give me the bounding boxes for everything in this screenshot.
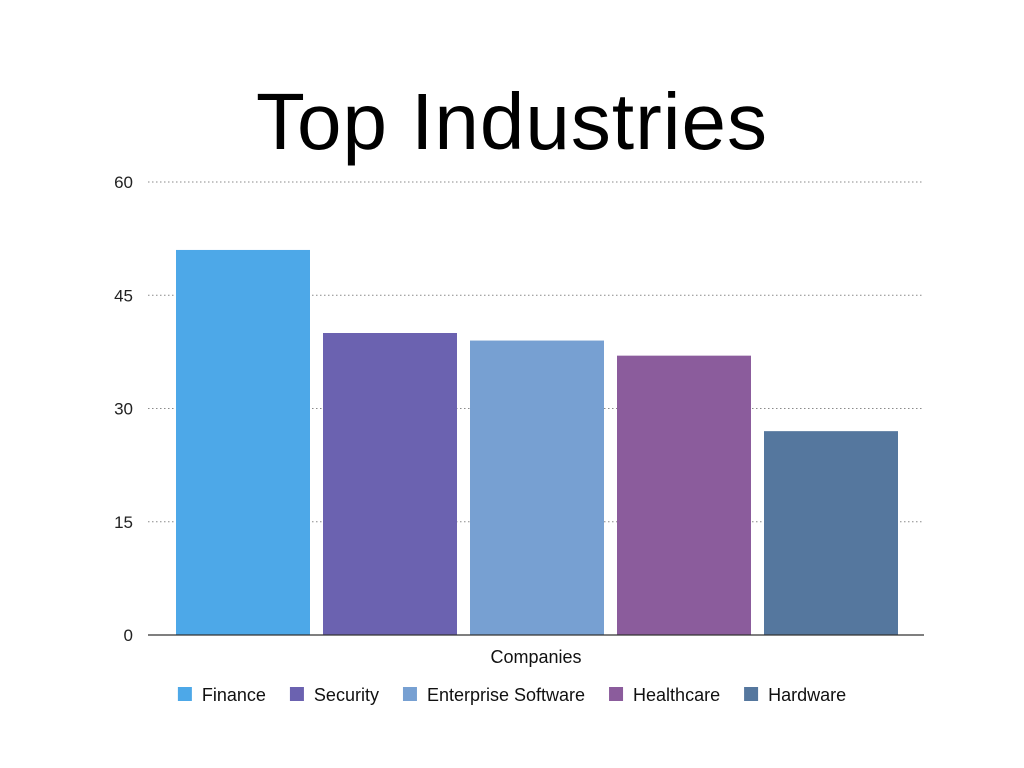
legend-swatch [177,687,192,701]
legend: Finance Security Enterprise Software Health… [177,685,846,705]
legend-swatch [289,687,304,701]
y-tick-label: 30 [114,400,133,419]
y-axis-ticks: 0 15 30 45 60 [114,173,133,645]
bar-enterprise-software [470,340,604,635]
legend-label: Healthcare [633,685,720,705]
legend-swatch [744,687,759,701]
bar-security [323,333,457,635]
y-tick-label: 0 [124,626,133,645]
legend-swatch [609,687,624,701]
bars [176,249,898,635]
chart-title: Top Industries [255,77,769,166]
bar-healthcare [617,355,751,635]
legend-swatch [402,687,417,701]
y-tick-label: 15 [114,513,133,532]
y-tick-label: 60 [114,173,133,192]
legend-label: Security [314,685,379,705]
bar-finance [176,249,310,635]
legend-label: Finance [202,685,266,705]
legend-label: Enterprise Software [427,685,585,705]
bar-hardware [764,431,898,635]
y-tick-label: 45 [114,286,133,305]
legend-label: Hardware [768,685,846,705]
x-axis-label: Companies [490,647,581,667]
